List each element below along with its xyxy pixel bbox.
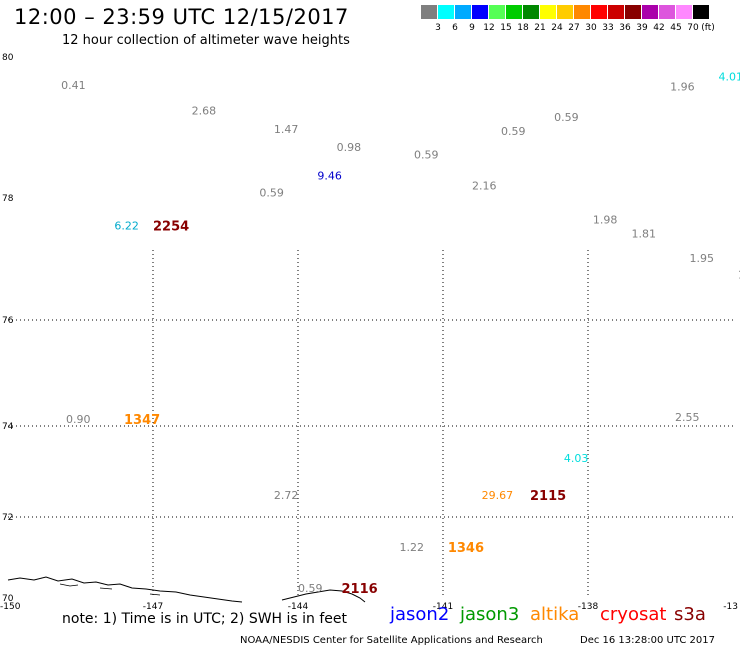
latitude-label: 76 — [2, 316, 14, 326]
wave-height-label: 0.90 — [66, 413, 91, 426]
wave-height-label: 2.68 — [192, 105, 217, 118]
satellite-name: cryosat — [600, 604, 666, 625]
wave-height-label: 0.41 — [61, 79, 86, 92]
credit-line: NOAA/NESDIS Center for Satellite Applica… — [240, 635, 543, 646]
satellite-name: altika — [530, 604, 579, 625]
latitude-label: 78 — [2, 194, 14, 204]
observation-time-label: 2116 — [342, 582, 378, 597]
latitude-label: 74 — [2, 422, 14, 432]
longitude-label: -138 — [578, 602, 599, 612]
latitude-label: 72 — [2, 513, 13, 523]
footer-note: note: 1) Time is in UTC; 2) SWH is in fe… — [62, 611, 347, 627]
wave-height-label: 0.98 — [337, 141, 362, 154]
wave-height-label: 0.59 — [414, 148, 439, 161]
wave-height-label: 4.01 — [719, 71, 740, 84]
wave-height-label: 6.22 — [114, 219, 139, 232]
observation-time-label: 2254 — [153, 219, 189, 234]
wave-height-label: 9.46 — [317, 169, 342, 182]
wave-height-label: 2.72 — [274, 489, 299, 502]
wave-height-label: 1.47 — [274, 123, 299, 136]
wave-height-label: 2.16 — [472, 179, 497, 192]
longitude-label: -13 — [723, 602, 738, 612]
wave-height-label: 1.98 — [593, 213, 618, 226]
observation-time-label: 2115 — [530, 489, 566, 504]
wave-height-label: 0.59 — [259, 186, 284, 199]
wave-height-label: 0.59 — [554, 111, 579, 124]
issued-timestamp: Dec 16 13:28:00 UTC 2017 — [580, 635, 715, 646]
wave-height-label: 0.59 — [298, 582, 323, 595]
observation-time-label: 1346 — [448, 541, 484, 556]
satellite-name: s3a — [674, 604, 706, 625]
observation-labels: 0.41 2.68 1.47 0.98 9.46 0.59 0.59 0.59 0.59 2.16… — [61, 71, 740, 597]
wave-height-label: 4.03 — [564, 452, 589, 465]
satellite-name: jason3 — [460, 604, 519, 625]
wave-height-label: 1.81 — [632, 227, 657, 240]
wave-height-label: 1.96 — [670, 81, 695, 94]
latitude-label: 80 — [2, 53, 14, 63]
wave-height-label: 0.59 — [501, 125, 526, 138]
wave-height-label: 2.55 — [675, 411, 700, 424]
satellite-name: jason2 — [390, 604, 449, 625]
wave-height-label: 1.95 — [690, 252, 715, 265]
observation-time-label: 1347 — [124, 413, 160, 428]
longitude-label: -150 — [0, 602, 21, 612]
wave-height-label: 29.67 — [482, 489, 513, 502]
wave-height-label: 1.22 — [400, 541, 425, 554]
